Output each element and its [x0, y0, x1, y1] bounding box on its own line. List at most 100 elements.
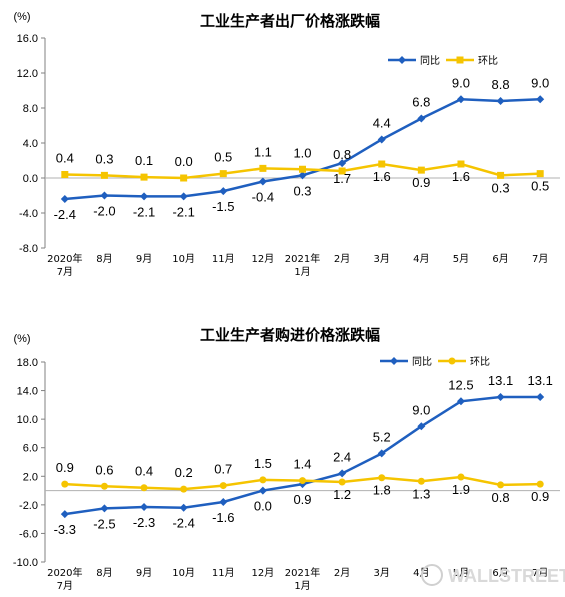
data-point [258, 177, 267, 186]
x-tick-label: 9月 [136, 567, 152, 579]
data-label: 0.8 [492, 490, 510, 505]
data-label: -2.1 [172, 204, 194, 219]
y-tick-label: -2.0 [19, 500, 38, 512]
data-label: -2.5 [93, 516, 115, 531]
data-label: 1.2 [333, 487, 351, 502]
legend-marker [398, 56, 406, 64]
y-tick-label: -6.0 [19, 528, 38, 540]
x-tick-label: 11月 [212, 567, 235, 579]
data-point [140, 484, 148, 492]
data-label: 0.0 [254, 499, 272, 514]
y-tick-label: 6.0 [23, 443, 38, 455]
data-label: -2.4 [54, 207, 76, 222]
data-point [417, 422, 426, 431]
data-point [338, 469, 347, 478]
x-tick-label: 2020年 [47, 252, 82, 265]
legend-marker [456, 56, 464, 64]
data-label: 0.1 [135, 153, 153, 168]
data-point [298, 171, 307, 180]
x-tick-label: 11月 [212, 253, 235, 265]
legend-label: 同比 [412, 356, 432, 368]
data-label: 0.2 [175, 465, 193, 480]
data-label: 1.8 [373, 483, 391, 498]
y-tick-label: 2.0 [23, 471, 38, 483]
data-label: 0.6 [95, 462, 113, 477]
legend-label: 环比 [478, 55, 498, 67]
data-point [259, 476, 267, 484]
data-label: 0.9 [293, 492, 311, 507]
x-tick-label: 1月 [294, 266, 310, 278]
legend-marker [390, 357, 398, 365]
data-label: 4.4 [373, 116, 391, 131]
x-tick-label: 2月 [334, 567, 350, 579]
x-tick-label: 9月 [136, 253, 152, 265]
data-point [259, 164, 267, 172]
data-label: -0.4 [252, 190, 274, 205]
data-label: 9.0 [452, 75, 470, 90]
data-label: 6.8 [412, 95, 430, 110]
y-tick-label: 12.0 [17, 68, 38, 80]
data-label: 1.6 [452, 169, 470, 184]
x-tick-label: 2021年 [285, 566, 320, 579]
data-point [536, 393, 545, 401]
data-point [299, 165, 306, 173]
y-tick-label: 10.0 [17, 414, 38, 426]
x-tick-label: 10月 [172, 567, 195, 579]
data-label: 1.6 [373, 169, 391, 184]
x-tick-label: 5月 [453, 567, 469, 579]
data-point [377, 449, 386, 458]
data-point [536, 480, 544, 488]
data-label: 1.7 [333, 171, 351, 186]
x-tick-label: 3月 [374, 253, 390, 265]
data-label: 1.0 [293, 145, 311, 160]
data-point [496, 97, 505, 105]
x-tick-label: 10月 [172, 253, 195, 265]
x-tick-label: 1月 [294, 580, 310, 592]
x-tick-label: 5月 [453, 253, 469, 265]
y-tick-label: 0.0 [23, 173, 38, 185]
data-point [299, 477, 306, 485]
data-label: -1.6 [212, 510, 234, 525]
x-tick-label: 8月 [96, 253, 112, 265]
data-point [417, 114, 426, 123]
data-label: 2.4 [333, 449, 351, 464]
data-point [100, 482, 108, 490]
y-tick-label: -4.0 [19, 208, 38, 220]
data-label: 1.1 [254, 144, 272, 159]
legend-label: 环比 [470, 356, 490, 368]
data-point [100, 191, 109, 200]
data-point [258, 486, 267, 495]
data-point [536, 170, 544, 178]
y-tick-label: -10.0 [13, 557, 38, 569]
data-point [180, 174, 188, 182]
data-point [140, 503, 149, 511]
data-point [457, 473, 465, 481]
chart-panel-1: 工业生产者出厂价格涨跌幅 (%) 16.0 12.0 8.0 4.0 0.0 -4.0 -8.0… [13, 11, 560, 278]
data-label: -1.5 [212, 199, 234, 214]
data-point [219, 498, 228, 506]
data-point [497, 171, 505, 179]
x-tick-label: 6月 [492, 253, 508, 265]
y-tick-label: 16.0 [17, 33, 38, 45]
y-tick-label: 8.0 [23, 103, 38, 115]
data-point [219, 170, 227, 178]
data-label: 0.4 [56, 151, 74, 166]
data-label: 9.0 [412, 402, 430, 417]
data-point [457, 160, 465, 168]
data-label: 1.4 [293, 457, 311, 472]
data-label: 8.8 [492, 77, 510, 92]
data-label: 0.4 [135, 464, 153, 479]
data-point [60, 195, 69, 203]
data-point [219, 482, 227, 490]
data-label: 13.1 [488, 373, 513, 388]
data-label: 0.9 [531, 489, 549, 504]
x-tick-label: 12月 [252, 253, 275, 265]
y-unit-label: (%) [13, 11, 30, 23]
data-label: 0.7 [214, 462, 232, 477]
x-tick-label: 3月 [374, 567, 390, 579]
legend-label: 同比 [420, 55, 440, 67]
x-tick-label: 4月 [413, 253, 429, 265]
data-point [456, 95, 465, 104]
data-label: 0.0 [175, 154, 193, 169]
